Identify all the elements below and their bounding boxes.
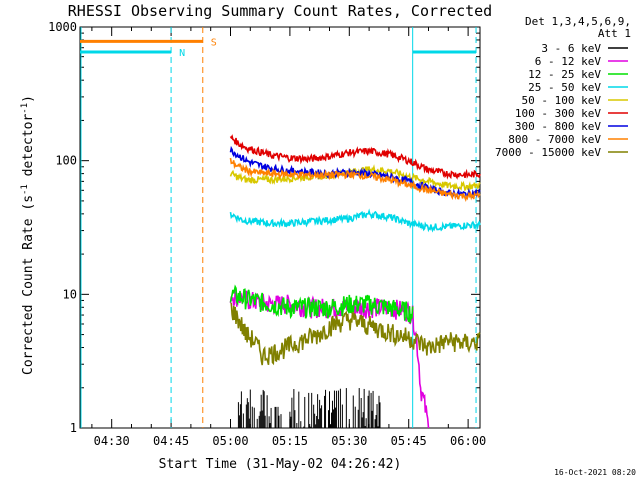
series-line xyxy=(229,288,430,429)
plot-frame xyxy=(79,26,481,429)
series-line xyxy=(229,157,481,202)
series-line xyxy=(229,134,481,180)
series-100-300-kev xyxy=(229,134,481,180)
legend-entry-label: 300 - 800 keV xyxy=(515,120,601,133)
series-6-12-kev xyxy=(229,288,430,429)
y-tick-label: 100 xyxy=(55,154,77,168)
series-12-25-kev xyxy=(229,284,414,324)
chart-title: RHESSI Observing Summary Count Rates, Co… xyxy=(68,2,492,20)
x-tick-label: 05:45 xyxy=(391,434,427,448)
series-lines xyxy=(229,134,481,429)
y-axis-label-main: Corrected Count Rate (s xyxy=(21,195,36,375)
series-3-6-kev xyxy=(237,388,381,428)
legend-entry-label: 25 - 50 keV xyxy=(528,81,601,94)
legend-header: Att 1 xyxy=(598,27,631,40)
x-tick-label: 05:15 xyxy=(272,434,308,448)
series-300-800-kev xyxy=(229,145,481,200)
legend-entry-label: 7000 - 15000 keV xyxy=(495,146,601,159)
series-line xyxy=(229,145,481,200)
y-tick-label: 1 xyxy=(70,421,77,435)
axis-ticks: 1 10 100 1000 04:30 04:45 05:00 05:15 05:30 05:45… xyxy=(48,20,486,448)
legend-entry-label: 12 - 25 keV xyxy=(528,68,601,81)
x-tick-label: 05:00 xyxy=(212,434,248,448)
y-axis-label-mid: detector xyxy=(21,114,36,185)
y-tick-label: 1000 xyxy=(48,20,77,34)
legend-header: Det 1,3,4,5,6,9, xyxy=(525,15,631,28)
series-line xyxy=(229,284,414,324)
legend-entry-label: 100 - 300 keV xyxy=(515,107,601,120)
footer-timestamp: 16-Oct-2021 08:20 xyxy=(554,468,636,477)
series-800-7000-kev xyxy=(229,157,481,202)
legend-entry-label: 800 - 7000 keV xyxy=(508,133,601,146)
legend-entry-label: 3 - 6 keV xyxy=(541,42,601,55)
legend-entry-label: 6 - 12 keV xyxy=(535,55,602,68)
y-axis-label-sup2: -1 xyxy=(20,103,30,114)
series-line xyxy=(229,208,481,233)
series-25-50-kev xyxy=(229,208,481,233)
plot-border xyxy=(79,26,481,429)
x-tick-label: 06:00 xyxy=(450,434,486,448)
time-markers: NS xyxy=(80,27,477,428)
y-axis-label-sup1: -1 xyxy=(20,184,30,195)
y-axis-label-end: ) xyxy=(21,95,36,103)
x-tick-label: 04:45 xyxy=(153,434,189,448)
y-tick-label: 10 xyxy=(63,287,77,301)
flag-label: S xyxy=(211,37,217,48)
y-axis-label: Corrected Count Rate (s-1 detector-1) xyxy=(20,95,36,375)
x-tick-label: 05:30 xyxy=(331,434,367,448)
flag-label: N xyxy=(179,48,185,59)
legend-entry-label: 50 - 100 keV xyxy=(522,94,602,107)
series-7000-15000-kev xyxy=(230,302,481,366)
series-line xyxy=(230,302,481,366)
x-axis-label: Start Time (31-May-02 04:26:42) xyxy=(159,457,402,472)
x-tick-label: 04:30 xyxy=(94,434,130,448)
